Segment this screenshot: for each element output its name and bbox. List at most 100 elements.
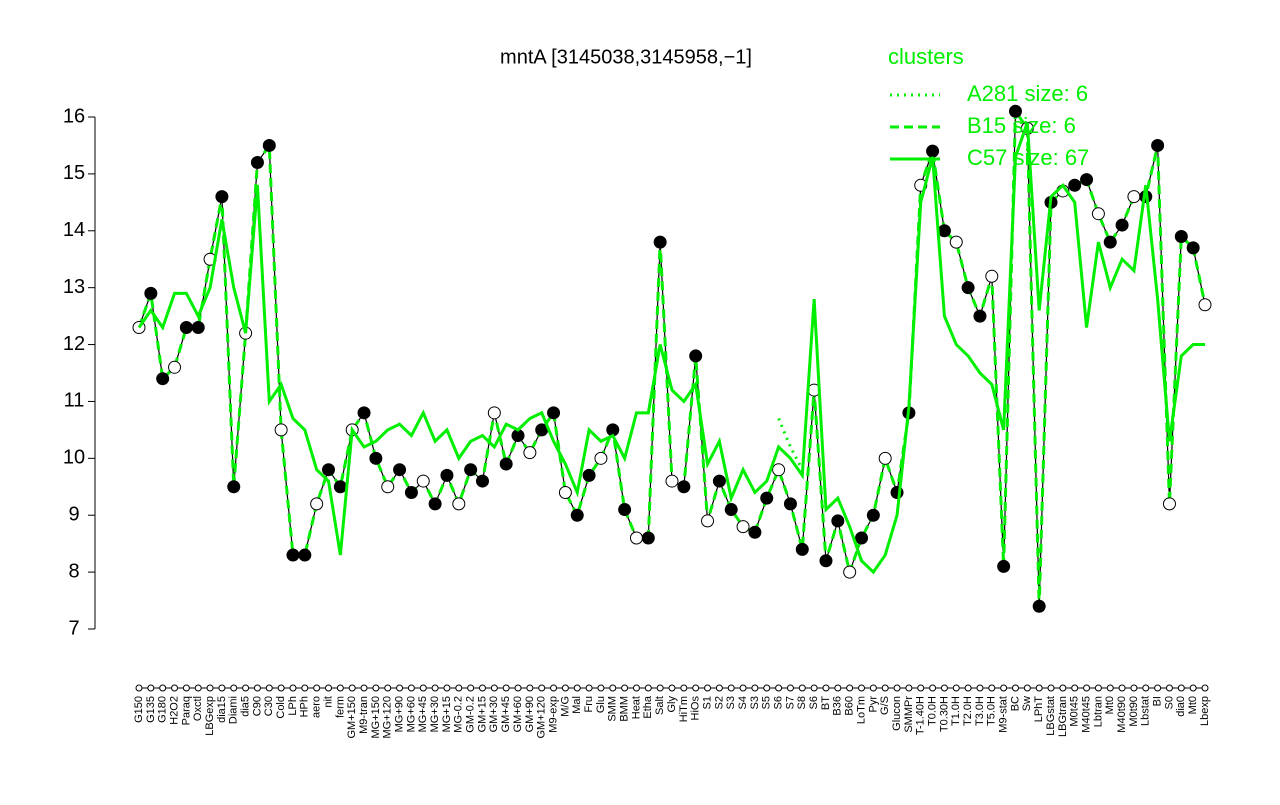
point — [1115, 218, 1129, 232]
x-tick — [171, 684, 179, 692]
x-tick — [1189, 684, 1197, 692]
x-tick — [573, 684, 581, 692]
x-tick — [277, 684, 285, 692]
x-tick — [1023, 684, 1031, 692]
x-tick — [1035, 684, 1043, 692]
x-tick-label: T3.0H — [974, 696, 986, 726]
x-tick — [526, 684, 534, 692]
point — [783, 497, 797, 511]
point — [156, 372, 170, 386]
point — [985, 269, 999, 283]
x-tick-label: T-1.40H — [915, 696, 927, 735]
point — [689, 349, 703, 363]
x-tick-label: S4 — [737, 696, 749, 709]
x-tick — [1118, 684, 1126, 692]
x-tick — [135, 684, 143, 692]
x-tick-label: LPhT — [1033, 696, 1045, 723]
x-tick-label: GM+15 — [476, 696, 488, 732]
x-tick — [846, 684, 854, 692]
x-tick — [147, 684, 155, 692]
point — [475, 474, 489, 488]
x-tick — [786, 684, 794, 692]
x-tick-label: Mal — [571, 696, 583, 714]
x-tick-label: SMMPr — [903, 696, 915, 733]
x-tick — [159, 684, 167, 692]
x-tick-label: C90 — [251, 696, 263, 716]
point — [1008, 104, 1022, 118]
point — [1127, 190, 1141, 204]
x-tick — [810, 684, 818, 692]
x-tick — [194, 684, 202, 692]
x-tick — [253, 684, 261, 692]
legend-label: A281 size: 6 — [967, 81, 1088, 106]
point — [179, 320, 193, 334]
y-tick-label: 13 — [63, 276, 85, 298]
point — [523, 446, 537, 460]
x-tick-label: GM+60 — [512, 696, 524, 732]
x-tick — [206, 684, 214, 692]
x-tick-label: nit — [322, 696, 334, 708]
x-tick-label: aero — [311, 696, 323, 718]
x-tick-label: dia5 — [240, 696, 252, 717]
x-tick-label: GM-0.2 — [465, 696, 477, 733]
y-tick-label: 12 — [63, 333, 85, 355]
x-tick — [585, 684, 593, 692]
x-tick — [1094, 684, 1102, 692]
point — [1032, 599, 1046, 613]
point — [499, 457, 513, 471]
x-tick — [1047, 684, 1055, 692]
x-tick — [1106, 684, 1114, 692]
x-tick-label: T2.0H — [962, 696, 974, 726]
x-tick-label: Sw — [1021, 696, 1033, 711]
x-tick — [952, 684, 960, 692]
point — [144, 286, 158, 300]
x-tick-label: S8 — [796, 696, 808, 709]
x-tick-label: BT — [820, 696, 832, 710]
x-tick — [502, 684, 510, 692]
x-tick-label: G135 — [145, 696, 157, 723]
x-tick — [1083, 684, 1091, 692]
point — [428, 497, 442, 511]
x-tick-label: S1 — [701, 696, 713, 709]
x-tick — [218, 684, 226, 692]
x-tick — [964, 684, 972, 692]
x-tick — [419, 684, 427, 692]
x-tick-label: GM+30 — [488, 696, 500, 732]
y-tick-label: 15 — [63, 162, 85, 184]
x-tick-label: MG-0.2 — [453, 696, 465, 733]
point — [558, 485, 572, 499]
x-tick — [881, 684, 889, 692]
x-tick-label: G150 — [133, 696, 145, 723]
x-tick — [1130, 684, 1138, 692]
x-tick-label: LBGexp — [204, 696, 216, 736]
x-tick-label: MG+150 — [370, 696, 382, 739]
x-tick-label: HPh — [299, 696, 311, 717]
x-tick-label: ferm — [334, 696, 346, 718]
x-tick — [1011, 684, 1019, 692]
x-tick — [905, 684, 913, 692]
x-tick — [775, 684, 783, 692]
x-tick-label: HiOs — [690, 696, 702, 721]
x-tick-label: T1.0H — [950, 696, 962, 726]
x-tick-label: S5 — [761, 696, 773, 709]
y-tick-label: 8 — [68, 560, 79, 582]
x-tick-label: Lbstat — [1140, 696, 1152, 726]
x-tick-label: S0 — [1163, 696, 1175, 709]
x-tick — [265, 684, 273, 692]
point — [1162, 497, 1176, 511]
x-tick — [715, 684, 723, 692]
x-tick-label: MG+45 — [417, 696, 429, 732]
point — [772, 463, 786, 477]
point — [1198, 298, 1212, 312]
point — [262, 138, 276, 152]
point — [701, 514, 715, 528]
x-tick — [940, 684, 948, 692]
x-tick-label: Lbexp — [1199, 696, 1211, 726]
x-tick — [1154, 684, 1162, 692]
point — [819, 554, 833, 568]
x-tick-label: GM+120 — [536, 696, 548, 739]
x-tick — [561, 684, 569, 692]
point-line — [138, 109, 1206, 607]
point — [1068, 178, 1082, 192]
